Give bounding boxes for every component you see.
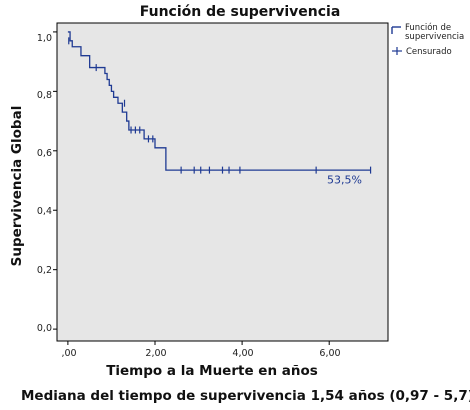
legend-label-survival-line1: Función de (405, 22, 451, 33)
legend-label-survival: Función de supervivencia (405, 22, 464, 42)
median-survival-caption: Mediana del tiempo de supervivencia 1,54… (21, 388, 470, 404)
y-tick-label: 0,8 (37, 90, 52, 101)
legend-box (389, 23, 463, 63)
legend: Función de supervivencia Censurado (389, 22, 464, 63)
x-tick-marks (67, 341, 330, 345)
chart-title: Función de supervivencia (140, 4, 341, 20)
y-tick-label: 0,0 (37, 323, 52, 334)
median-annotation: 53,5% (327, 173, 362, 186)
x-tick-label: 2,00 (145, 348, 166, 359)
y-tick-label: 0,4 (37, 206, 52, 217)
survival-curve (67, 31, 371, 171)
legend-label-censored: Censurado (406, 47, 452, 57)
y-tick-marks (53, 31, 57, 330)
legend-label-survival-line2: supervivencia (405, 32, 464, 42)
survival-step-line (67, 31, 371, 171)
censored-markers (68, 37, 372, 174)
x-tick-label: 6,00 (319, 348, 340, 359)
y-axis-label: Supervivencia Global (9, 106, 25, 267)
y-tick-label: 0,6 (37, 148, 52, 159)
y-tick-label: 0,2 (37, 265, 52, 276)
x-tick-label: ,00 (61, 348, 76, 359)
plot-area (56, 22, 389, 342)
x-tick-label: 4,00 (232, 348, 253, 359)
y-tick-label: 1,0 (37, 33, 52, 44)
x-axis-label: Tiempo a la Muerte en años (106, 363, 318, 379)
